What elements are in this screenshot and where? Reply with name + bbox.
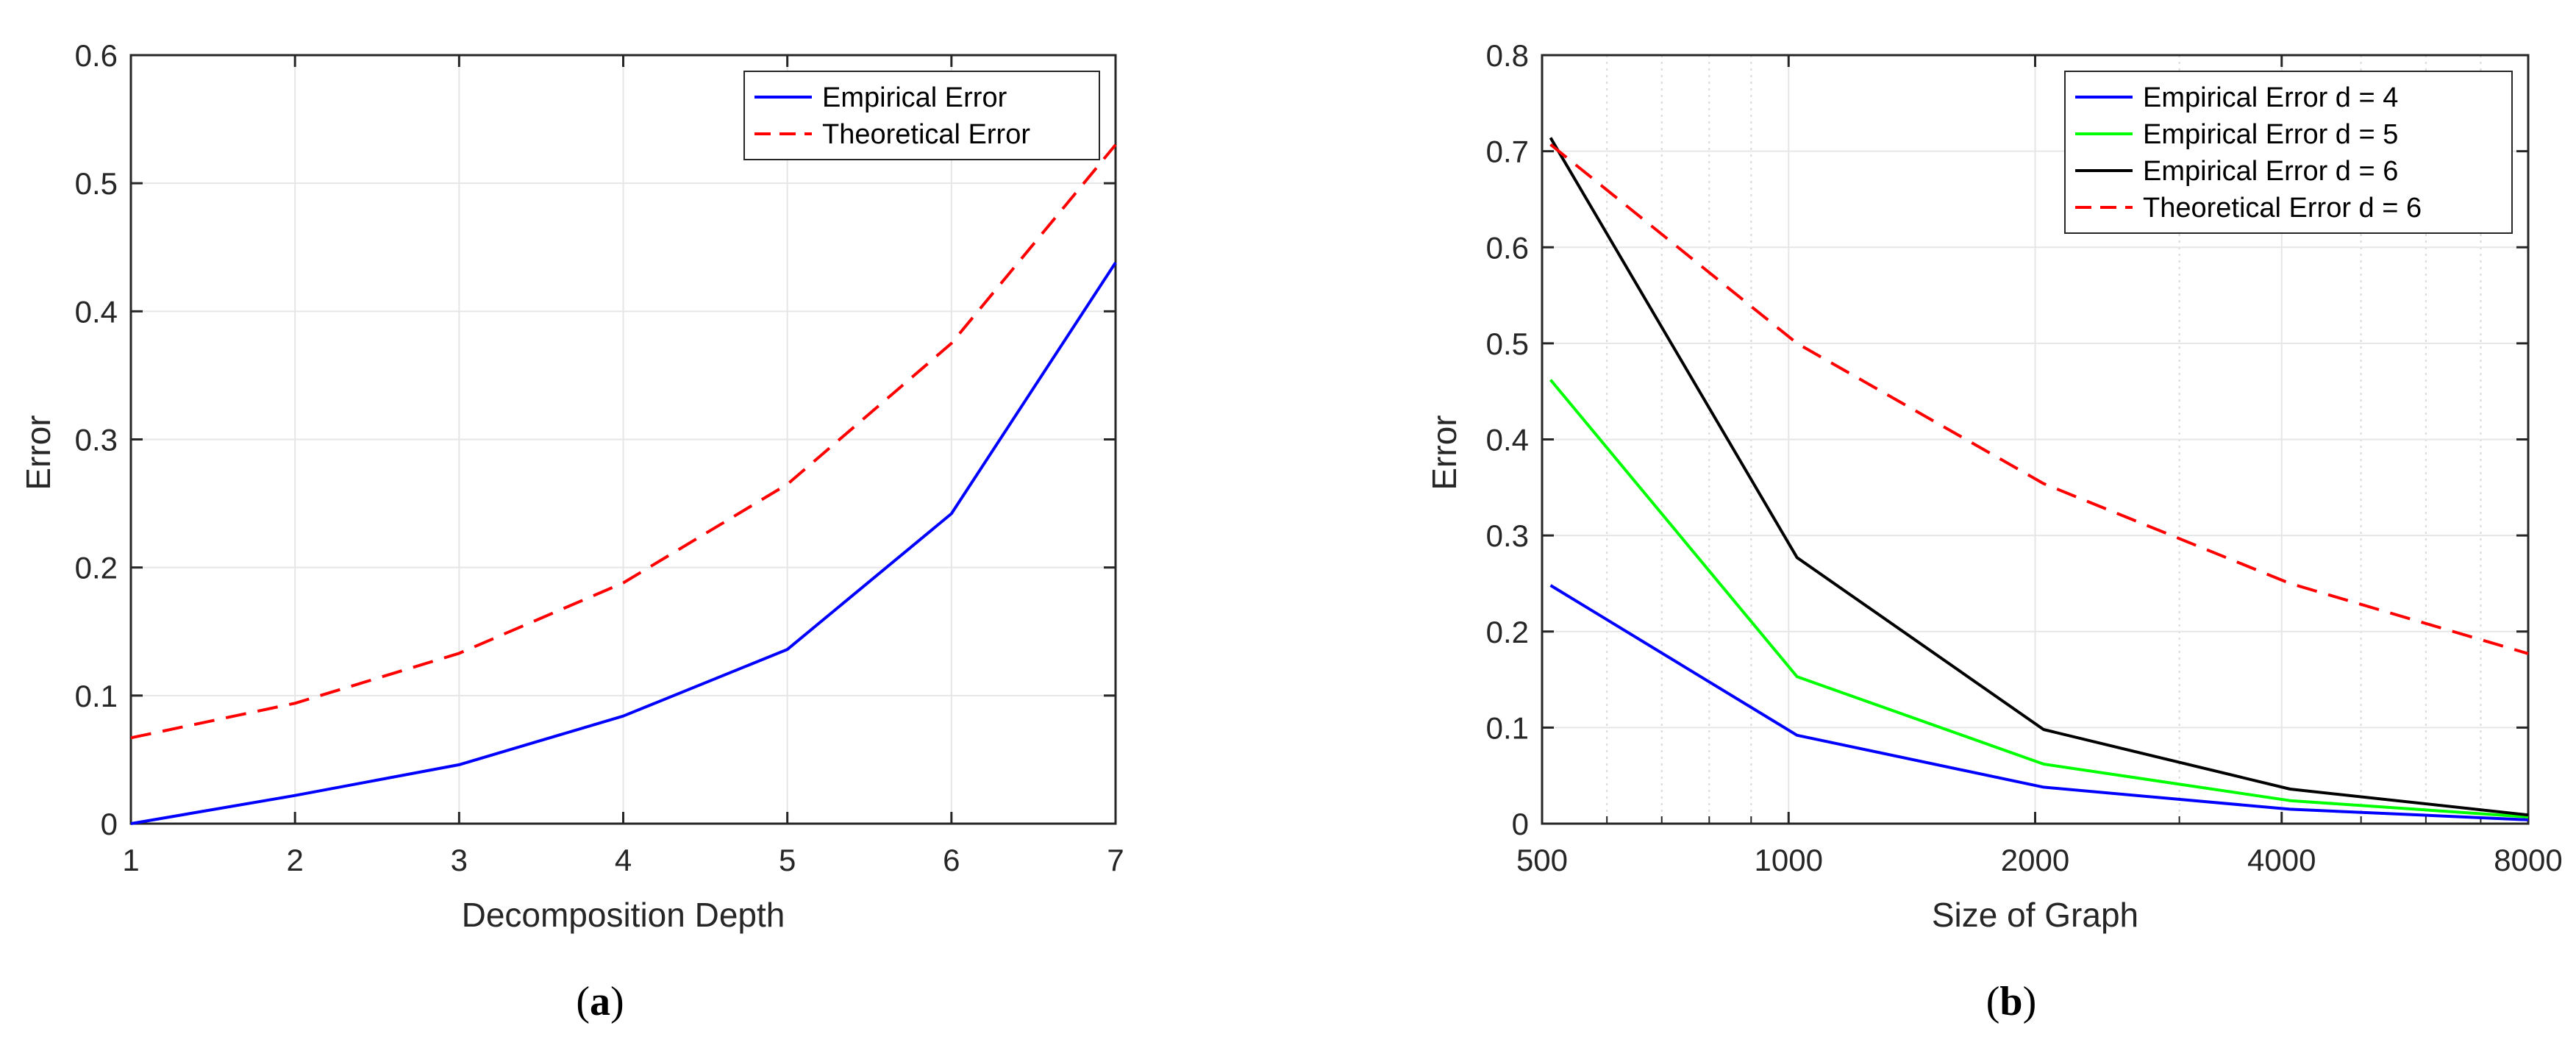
x-tick-label: 2000 xyxy=(2001,843,2069,877)
x-tick-label: 2 xyxy=(286,843,303,877)
legend-box xyxy=(2064,71,2513,234)
y-tick-label: 0 xyxy=(101,807,118,841)
legend-label: Empirical Error d = 6 xyxy=(2143,156,2398,187)
caption-letter: a xyxy=(590,979,610,1024)
y-tick-label: 0.2 xyxy=(1486,615,1529,649)
caption-open-paren: ( xyxy=(576,979,590,1024)
x-tick-label: 8000 xyxy=(2494,843,2562,877)
legend-label: Theoretical Error xyxy=(822,119,1030,150)
caption-open-paren: ( xyxy=(1986,979,2000,1024)
legend-label: Empirical Error xyxy=(822,82,1007,113)
x-tick-label: 1 xyxy=(122,843,139,877)
x-tick-label: 500 xyxy=(1516,843,1568,877)
legend-box xyxy=(743,71,1100,160)
y-tick-label: 0.6 xyxy=(75,38,118,73)
legend-label: Empirical Error d = 4 xyxy=(2143,82,2398,113)
y-tick-label: 0.2 xyxy=(75,551,118,585)
legend: Empirical Error d = 4 Empirical Error d =… xyxy=(2064,71,2513,234)
y-tick-label: 0.3 xyxy=(1486,518,1529,553)
y-tick-label: 0.7 xyxy=(1486,135,1529,169)
y-tick-label: 0.5 xyxy=(75,166,118,201)
caption-letter: b xyxy=(1999,979,2022,1024)
y-tick-label: 0.1 xyxy=(75,679,118,713)
legend-label: Theoretical Error d = 6 xyxy=(2143,193,2422,224)
y-tick-label: 0.1 xyxy=(1486,710,1529,745)
y-tick-label: 0.4 xyxy=(75,294,118,329)
x-tick-label: 4 xyxy=(615,843,632,877)
x-tick-label: 3 xyxy=(451,843,468,877)
x-axis-label: Size of Graph xyxy=(1932,896,2138,934)
chart-panel-b: 500 1000 2000 4000 8000 0 0.1 0.2 0.3 0.4 0.5 0.6 0.… xyxy=(1425,38,2563,1024)
y-axis-label: Error xyxy=(19,415,57,490)
y-tick-label: 0.8 xyxy=(1486,38,1529,73)
y-tick-label: 0.6 xyxy=(1486,230,1529,265)
y-tick-label: 0 xyxy=(1512,807,1529,841)
panel-caption: (b) xyxy=(1986,979,2036,1024)
y-tick-label: 0.5 xyxy=(1486,327,1529,361)
caption-close-paren: ) xyxy=(610,979,624,1024)
y-axis-label: Error xyxy=(1425,415,1463,490)
x-tick-label: 7 xyxy=(1107,843,1124,877)
x-tick-label: 6 xyxy=(943,843,960,877)
legend: Empirical Error Theoretical Error xyxy=(743,71,1100,160)
x-tick-label: 1000 xyxy=(1755,843,1823,877)
x-axis-label: Decomposition Depth xyxy=(462,896,785,934)
panel-caption: (a) xyxy=(576,979,624,1024)
caption-close-paren: ) xyxy=(2023,979,2037,1024)
legend-label: Empirical Error d = 5 xyxy=(2143,119,2398,150)
x-tick-label: 4000 xyxy=(2247,843,2316,877)
x-tick-label: 5 xyxy=(779,843,796,877)
chart-panel-a: 1 2 3 4 5 6 7 0 0.1 0.2 0.3 0.4 0.5 0.6 Decomposition … xyxy=(19,38,1124,1024)
y-tick-label: 0.4 xyxy=(1486,423,1529,457)
y-tick-label: 0.3 xyxy=(75,423,118,457)
